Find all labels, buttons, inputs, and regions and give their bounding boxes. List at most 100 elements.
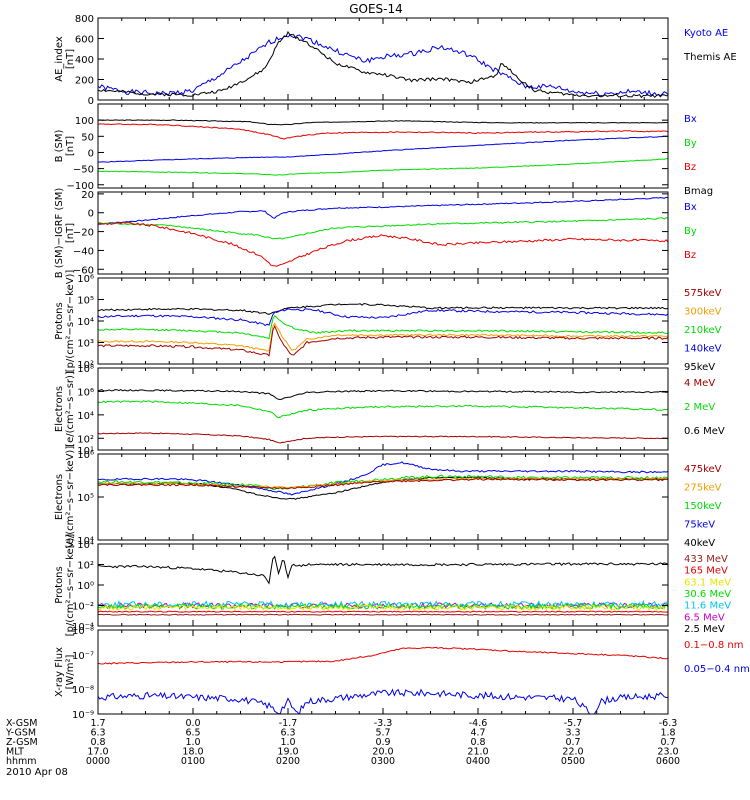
y-tick-label: 10⁻⁴ (72, 622, 94, 633)
legend-entry: 40keV (684, 538, 715, 549)
series-group (98, 389, 668, 444)
date-label: 2010 Apr 08 (6, 767, 68, 778)
ephemeris-value: 17.0 (87, 747, 108, 758)
y-tick-label: 10⁻⁹ (72, 710, 94, 721)
y-tick-label: 10⁴ (77, 540, 94, 551)
y-tick-label: 10⁻⁷ (72, 651, 94, 662)
series-line-bz (98, 221, 668, 267)
series-line-63-1-mev (98, 603, 668, 612)
series-line-bx (98, 196, 668, 225)
series-line-0-6-mev (98, 389, 668, 401)
y-tick-label: 10⁴ (77, 536, 94, 547)
y-tick-label: 10⁻⁸ (72, 626, 94, 637)
legend-entry: By (684, 226, 697, 237)
legend-entry: 63.1 MeV (684, 577, 731, 588)
series-line-210kev (98, 315, 668, 340)
y-axis-label: Protons[p/(cm²−s−sr−keV)] (54, 534, 76, 637)
legend-entry: 275keV (684, 483, 722, 494)
legend-entry: 4 MeV (684, 378, 715, 389)
ephemeris-value: 1.8 (660, 728, 675, 739)
series-group (98, 555, 668, 616)
y-tick-label: 0 (88, 96, 94, 107)
ephemeris-value: 0100 (181, 756, 205, 767)
ephemeris-value: 22.0 (562, 747, 583, 758)
y-tick-label: 10⁴ (77, 411, 94, 422)
legend-entry: Kyoto AE (684, 28, 728, 39)
ephemeris-value: 6.3 (90, 728, 105, 739)
y-tick-label: 10⁴ (77, 317, 94, 328)
series-group (98, 646, 668, 714)
ephemeris-value: -3.3 (374, 718, 393, 729)
series-line-6-5-mev (98, 601, 668, 609)
ephemeris-value: 18.0 (182, 747, 203, 758)
series-line-2-mev (98, 400, 668, 419)
series-group (98, 196, 668, 267)
y-tick-label: 10² (77, 360, 94, 371)
ephemeris-value: 3.3 (565, 728, 580, 739)
ephemeris-value: 0600 (656, 756, 680, 767)
y-tick-label: −100 (67, 181, 94, 192)
legend-entry: 165 MeV (684, 566, 728, 577)
ephemeris-row-label: MLT (6, 747, 24, 758)
ephemeris-value: 0.0 (185, 718, 200, 729)
y-tick-label: 10⁵ (77, 296, 94, 307)
ephemeris-value: 20.0 (372, 747, 393, 758)
y-tick-label: 20 (81, 190, 94, 201)
legend-entry: 475keV (684, 464, 722, 475)
panel-b_sm_igrf: −60 −40 −20 0 20 B (SM)−IGRF (SM)[nT] Bx By Bz (54, 188, 697, 279)
ephemeris-value: 0000 (86, 756, 110, 767)
y-axis-label: Protons[p/(cm²−s−sr−keV)] (54, 270, 76, 373)
y-axis-label: B (SM)[nT] (54, 129, 76, 162)
ephemeris-value: 23.0 (657, 747, 678, 758)
y-tick-label: −20 (73, 228, 94, 239)
legend-entry: 0.6 MeV (684, 426, 725, 437)
ephemeris-row-label: hhmm (6, 756, 37, 767)
ephemeris-value: 0300 (371, 756, 395, 767)
panel-b_sm: −100 −50 0 50 100 B (SM)[nT] Bx By Bz Bmag (54, 103, 713, 197)
y-tick-label: 10⁶ (77, 450, 94, 461)
y-tick-label: −50 (73, 165, 94, 176)
legend-entry: 575keV (684, 288, 722, 299)
ephemeris-value: 0500 (561, 756, 585, 767)
legend-entry: Bz (684, 162, 696, 173)
ephemeris-value: 1.7 (90, 718, 105, 729)
series-line-kyoto-ae (98, 34, 668, 97)
series-line-bx (98, 135, 668, 163)
y-tick-label: 10⁰ (77, 581, 94, 592)
series-line-75kev (98, 461, 668, 496)
ephemeris-value: -6.3 (659, 718, 678, 729)
ephemeris-value: -5.7 (564, 718, 583, 729)
y-tick-label: 10⁵ (77, 493, 94, 504)
legend-entry: 433 MeV (684, 554, 728, 565)
legend-entry: 140keV (684, 344, 722, 355)
y-axis-label: Electrons[e/(cm²−s−sr)] (54, 371, 76, 447)
series-line-0-1-0-8-nm (98, 646, 668, 665)
legend-entry: 2 MeV (684, 402, 715, 413)
legend-entry: Bz (684, 250, 696, 261)
legend-entry: Themis AE (683, 52, 737, 63)
y-tick-label: 10⁶ (77, 387, 94, 398)
y-tick-label: 0 (88, 209, 94, 220)
legend-entry: 75keV (684, 520, 715, 531)
ephemeris-value: 0.9 (375, 737, 390, 748)
series-line-275kev (98, 477, 668, 489)
y-tick-label: 600 (75, 35, 94, 46)
ephemeris-value: 0200 (276, 756, 300, 767)
series-line-11-6-mev (98, 599, 668, 609)
y-tick-label: 10² (77, 434, 94, 445)
y-tick-label: 800 (75, 14, 94, 25)
ephemeris-value: 4.7 (470, 728, 485, 739)
series-line-140kev (98, 308, 668, 327)
ephemeris-value: -4.6 (469, 718, 488, 729)
ephemeris-value: 0.7 (565, 737, 580, 748)
ephemeris-value: 1.0 (280, 737, 295, 748)
series-line-575kev (98, 324, 668, 357)
series-line-by (98, 158, 668, 176)
ephemeris-row-label: Z-GSM (6, 737, 38, 748)
panel-ae: 0 200 400 600 800 AE_index[nT] Kyoto AE Themis … (54, 14, 737, 107)
y-tick-label: −60 (73, 265, 94, 276)
ephemeris-row-label: X-GSM (6, 718, 37, 729)
legend-entry: 30.6 MeV (684, 589, 731, 600)
